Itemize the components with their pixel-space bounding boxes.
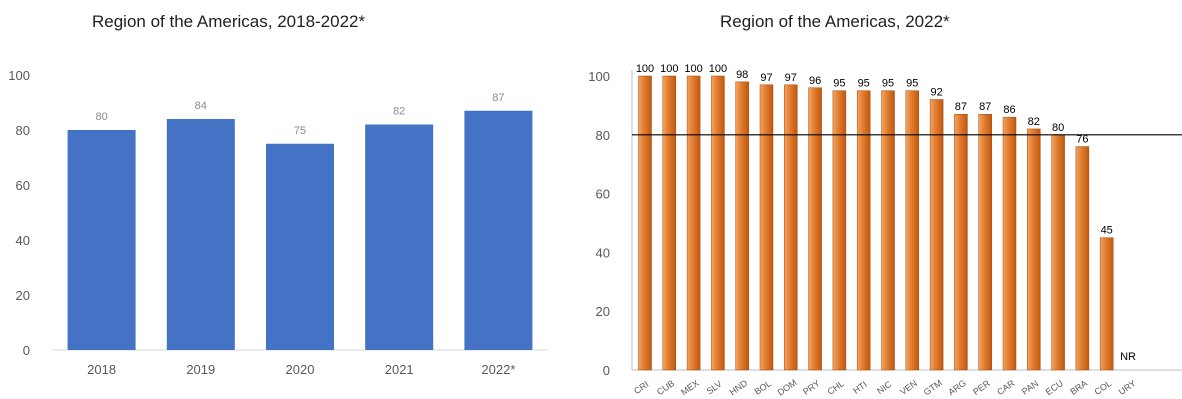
bar-pan: [1027, 128, 1041, 371]
x-tick-label: 2022*: [481, 362, 515, 377]
x-tick-label: PRY: [801, 378, 822, 397]
x-tick-label: ARG: [946, 378, 968, 397]
data-label: 76: [1076, 134, 1088, 146]
data-label: 96: [809, 75, 821, 87]
left-chart-title: Region of the Americas, 2018-2022*: [92, 12, 366, 31]
x-tick-label: CUB: [655, 378, 676, 397]
y-tick-label: 100: [8, 68, 30, 83]
data-label: 95: [833, 78, 845, 90]
x-tick-label: MEX: [679, 378, 701, 397]
y-tick-label: 60: [16, 178, 30, 193]
x-tick-label: VEN: [898, 378, 919, 397]
data-label: 84: [195, 100, 207, 112]
bar-bra: [1075, 146, 1090, 371]
bar-2018: [67, 130, 136, 350]
x-tick-label: PAN: [1020, 378, 1040, 396]
data-label: 87: [979, 101, 991, 113]
bar-hnd: [735, 81, 749, 371]
x-tick-label: 2020: [286, 362, 315, 377]
data-label: 80: [95, 111, 107, 123]
data-label: 82: [393, 106, 405, 118]
bar-2020: [266, 143, 334, 350]
x-tick-label: COL: [1093, 378, 1114, 397]
bar-ecu: [1051, 134, 1065, 371]
data-label: 100: [660, 63, 678, 75]
bar-col: [1099, 237, 1114, 371]
x-tick-label: SLV: [705, 379, 724, 397]
data-label: 97: [785, 72, 797, 84]
x-tick-label: PER: [971, 378, 992, 397]
x-tick-label: 2019: [186, 362, 215, 377]
y-tick-label: 20: [596, 304, 610, 319]
x-tick-label: ECU: [1044, 378, 1065, 397]
bar-gtm: [929, 99, 944, 371]
x-tick-label: CAR: [995, 378, 1017, 397]
bar-pry: [808, 87, 822, 371]
data-label: 80: [1052, 122, 1064, 134]
data-label-nr: NR: [1120, 351, 1136, 363]
data-label: 95: [906, 78, 918, 90]
bar-dom: [784, 84, 798, 371]
bar-ven: [905, 90, 920, 371]
data-label: 100: [684, 63, 702, 75]
x-tick-label: HND: [728, 378, 750, 398]
bar-hti: [856, 90, 871, 371]
x-tick-label: 2021: [385, 362, 414, 377]
y-tick-label: 20: [16, 288, 30, 303]
x-tick-label: NIC: [875, 379, 894, 396]
bar-per: [978, 113, 992, 371]
bar-nic: [881, 90, 895, 371]
y-tick-label: 60: [596, 187, 610, 202]
bar-2021: [365, 124, 434, 350]
y-tick-label: 80: [16, 123, 30, 138]
right-chart-title: Region of the Americas, 2022*: [720, 12, 950, 31]
y-tick-label: 100: [588, 69, 610, 84]
bar-slv: [711, 75, 725, 371]
bar-cub: [662, 75, 677, 371]
data-label: 87: [955, 101, 967, 113]
y-tick-label: 40: [596, 245, 610, 260]
data-label: 45: [1101, 225, 1113, 237]
data-label: 87: [492, 92, 504, 104]
data-label: 98: [736, 69, 748, 81]
x-tick-label: URY: [1117, 378, 1138, 397]
bar-bol: [759, 84, 774, 371]
bar-chl: [832, 90, 847, 371]
x-tick-label: CHL: [825, 378, 845, 397]
bar-arg: [954, 113, 968, 371]
data-label: 75: [294, 125, 306, 137]
data-label: 97: [760, 72, 772, 84]
data-label: 100: [636, 63, 654, 75]
bar-cri: [638, 75, 652, 371]
bar-2022: [464, 110, 533, 350]
y-tick-label: 0: [603, 363, 610, 378]
x-tick-label: GTM: [922, 378, 944, 398]
data-label: 86: [1003, 104, 1015, 116]
y-tick-label: 0: [23, 343, 30, 358]
x-tick-label: BRA: [1068, 378, 1089, 397]
bar-mex: [686, 75, 701, 371]
x-tick-label: DOM: [776, 377, 799, 397]
data-label: 95: [858, 78, 870, 90]
x-tick-label: BOL: [753, 378, 773, 397]
data-label: 95: [882, 78, 894, 90]
y-tick-label: 40: [16, 233, 30, 248]
x-tick-label: HTI: [851, 379, 869, 396]
coverage-trend-chart: 0 20 40 60 80 100 80 2018 84 2019 75 2020 82 2021 87 2…: [8, 68, 548, 377]
data-label: 82: [1028, 116, 1040, 128]
x-tick-label: CRI: [632, 379, 650, 396]
data-label: 92: [930, 87, 942, 99]
data-label: 100: [709, 63, 727, 75]
bar-car: [1002, 116, 1017, 371]
y-tick-label: 80: [596, 128, 610, 143]
bar-2019: [166, 119, 235, 350]
x-tick-label: 2018: [87, 362, 116, 377]
